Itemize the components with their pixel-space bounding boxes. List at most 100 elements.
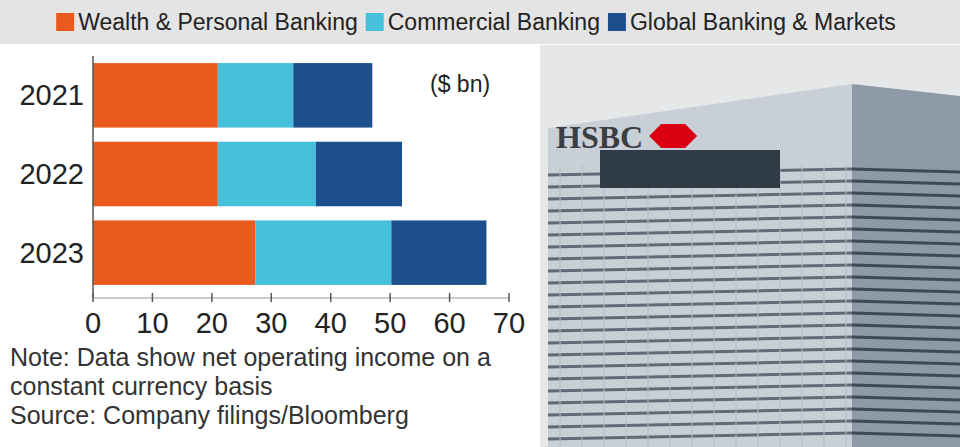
window-column	[714, 165, 715, 447]
unit-label: ($ bn)	[430, 71, 490, 97]
window-row	[548, 241, 852, 247]
bars	[93, 63, 486, 285]
window-row	[548, 265, 852, 271]
x-tick	[508, 293, 510, 302]
window-row	[548, 217, 852, 223]
window-column	[692, 165, 693, 447]
logo-hexagon-inner	[661, 124, 685, 148]
window-row	[852, 169, 960, 172]
window-column	[824, 165, 825, 447]
x-axis-line	[93, 298, 509, 299]
window-row	[852, 397, 960, 400]
window-row	[548, 193, 852, 199]
x-tick	[211, 293, 213, 302]
x-tick	[92, 293, 94, 302]
window-row	[548, 337, 852, 343]
window-column	[670, 165, 671, 447]
window-row	[852, 361, 960, 364]
bar-segment	[255, 220, 391, 285]
window-band	[600, 150, 780, 188]
window-column	[802, 165, 803, 447]
note-line: Note: Data show net operating income on …	[10, 343, 491, 371]
window-row	[548, 361, 852, 367]
window-row	[548, 373, 852, 379]
window-row	[548, 349, 852, 355]
window-row	[852, 409, 960, 412]
window-row	[548, 289, 852, 295]
bar-segment	[93, 63, 218, 128]
note-text: Note: Data show net operating income on …	[10, 343, 491, 400]
legend-label: Global Banking & Markets	[630, 9, 896, 35]
window-row	[852, 385, 960, 388]
window-column	[846, 165, 847, 447]
logo-hexagon	[649, 124, 697, 148]
window-row	[548, 301, 852, 307]
window-row	[548, 313, 852, 319]
window-row	[852, 325, 960, 328]
x-tick-label: 70	[493, 307, 525, 339]
logo-text: HSBC	[556, 119, 643, 155]
window-column	[758, 165, 759, 447]
x-tick-label: 50	[374, 307, 406, 339]
window-row	[548, 409, 852, 415]
window-row	[548, 433, 852, 439]
window-column	[780, 165, 781, 447]
x-tick	[389, 293, 391, 302]
window-column	[648, 165, 649, 447]
window-row	[548, 229, 852, 235]
window-row	[852, 253, 960, 256]
legend-swatch	[366, 13, 384, 31]
bar-segment	[316, 142, 402, 207]
legend-label: Commercial Banking	[388, 9, 600, 35]
x-tick-label: 20	[196, 307, 228, 339]
x-tick	[449, 293, 451, 302]
legend-swatch	[56, 13, 74, 31]
window-row	[852, 373, 960, 376]
x-tick-label: 10	[136, 307, 168, 339]
window-row	[548, 325, 852, 331]
category-label: 2023	[19, 237, 84, 269]
x-tick	[271, 293, 273, 302]
window-row	[852, 433, 960, 436]
legend-label: Wealth & Personal Banking	[78, 9, 358, 35]
bar-segment	[93, 142, 218, 207]
window-column	[736, 165, 737, 447]
building-side	[852, 84, 960, 447]
window-row	[548, 397, 852, 403]
window-row	[548, 385, 852, 391]
window-row	[548, 253, 852, 259]
window-row	[852, 337, 960, 340]
x-tick-label: 30	[255, 307, 287, 339]
window-row	[852, 181, 960, 184]
window-row	[548, 421, 852, 427]
window-row	[852, 193, 960, 196]
window-row	[852, 205, 960, 208]
window-column	[604, 165, 605, 447]
window-row	[852, 313, 960, 316]
note-line: constant currency basis	[10, 372, 273, 400]
bar-segment	[93, 220, 255, 285]
window-row	[548, 277, 852, 283]
x-tick-label: 40	[315, 307, 347, 339]
category-label: 2021	[19, 79, 84, 111]
chart: HSBC Wealth & Personal Banking Commercial …	[0, 0, 960, 447]
x-tick	[152, 293, 154, 302]
bar-segment	[391, 220, 486, 285]
bar-segment	[218, 142, 316, 207]
x-tick-label: 60	[433, 307, 465, 339]
window-row	[852, 421, 960, 424]
window-row	[852, 289, 960, 292]
window-row	[852, 229, 960, 232]
photo-sky	[540, 45, 960, 447]
y-axis-line	[92, 56, 94, 298]
legend: Wealth & Personal Banking Commercial Bank…	[56, 9, 896, 35]
window-row	[548, 205, 852, 211]
window-row	[852, 265, 960, 268]
note-text: Source: Company filings/Bloomberg	[10, 401, 409, 429]
x-tick-label: 0	[85, 307, 101, 339]
note-line: Source: Company filings/Bloomberg	[10, 401, 409, 429]
legend-background	[0, 0, 960, 44]
window-row	[852, 241, 960, 244]
window-column	[626, 165, 627, 447]
legend-swatch	[608, 13, 626, 31]
